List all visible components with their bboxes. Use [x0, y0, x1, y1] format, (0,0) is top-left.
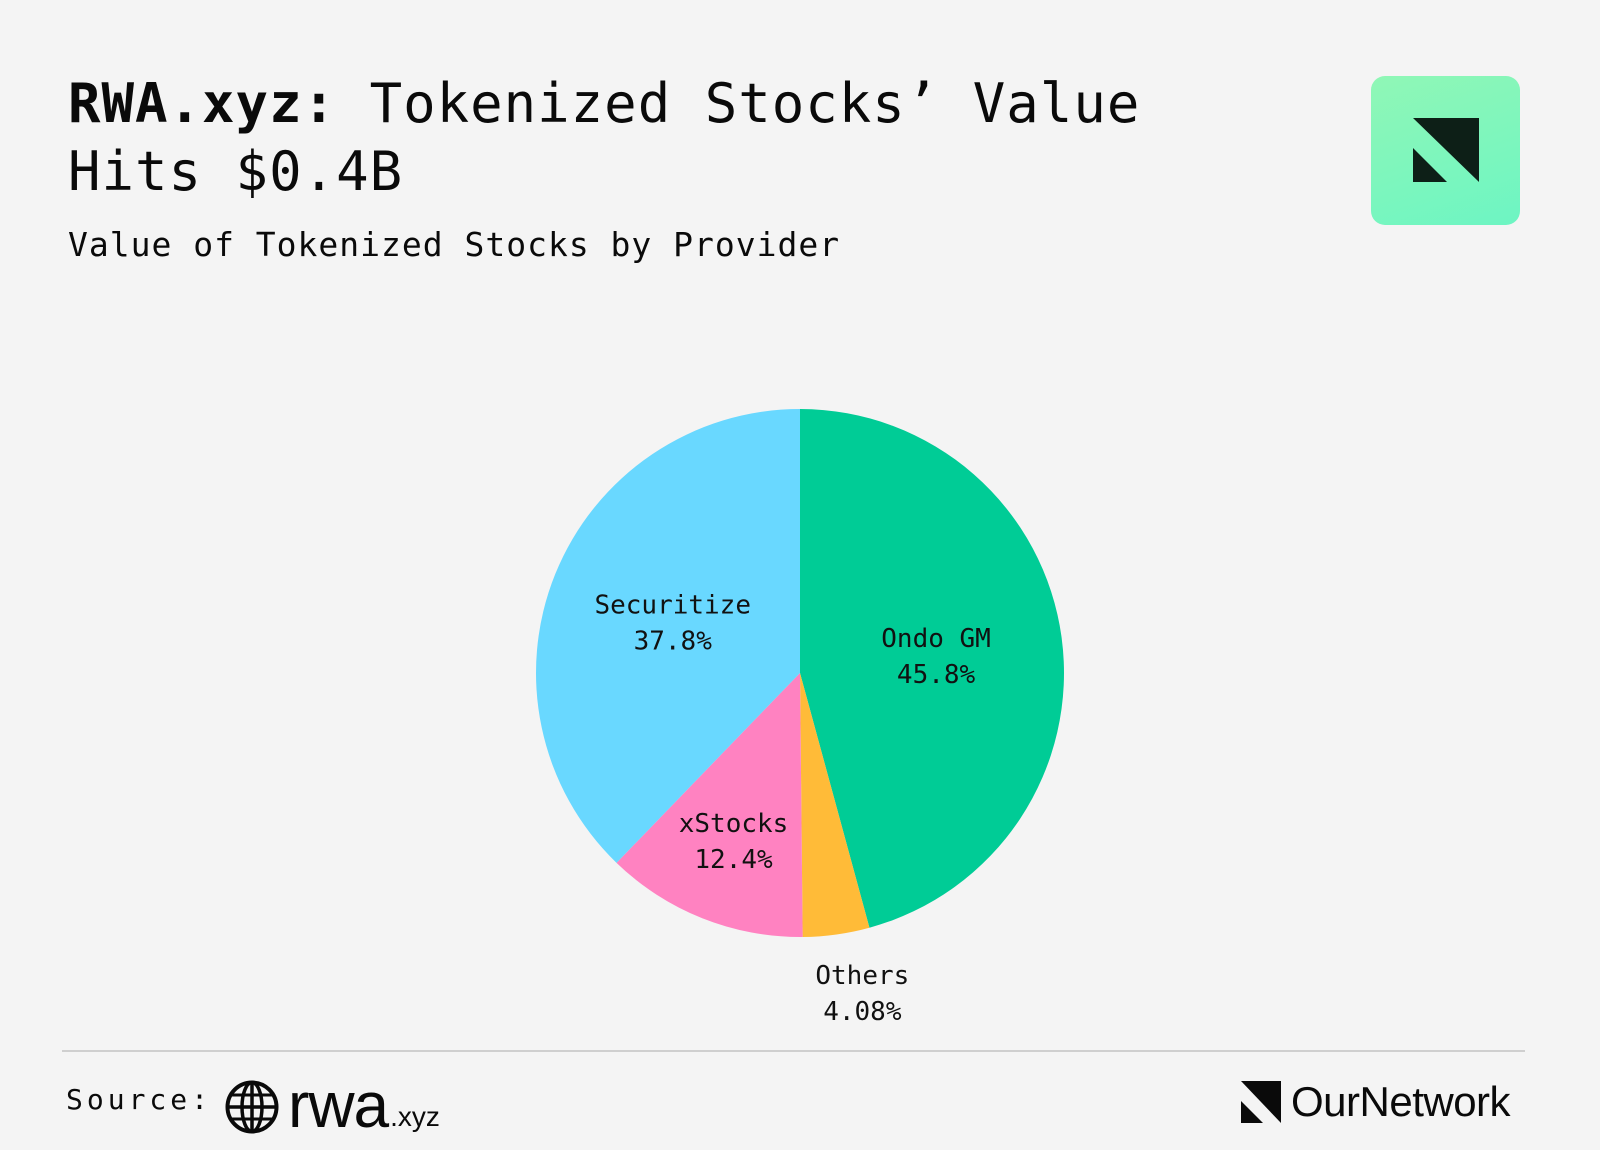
ournetwork-mark-icon	[1413, 118, 1479, 182]
globe-icon	[225, 1080, 279, 1134]
title-brand: RWA.xyz:	[68, 72, 337, 135]
slice-value-xstocks: 12.4%	[694, 845, 773, 875]
slice-label-securitize: Securitize	[594, 591, 751, 621]
slice-label-others: Others	[815, 961, 909, 991]
ournetwork-footer-mark-icon	[1241, 1081, 1281, 1123]
ournetwork-logo-tile	[1371, 76, 1520, 225]
ournetwork-wordmark: OurNetwork	[1291, 1078, 1511, 1125]
slice-label-xstocks: xStocks	[679, 809, 789, 839]
source-label: Source:	[66, 1083, 213, 1116]
rwa-wordmark: rwa	[288, 1069, 389, 1141]
slice-value-others: 4.08%	[823, 997, 902, 1027]
slice-value-ondo-gm: 45.8%	[897, 660, 976, 690]
chart-subtitle: Value of Tokenized Stocks by Provider	[68, 225, 841, 264]
pie-slice-others	[800, 673, 870, 937]
pie-slice-ondo-gm	[800, 409, 1064, 928]
slice-value-securitize: 37.8%	[634, 627, 713, 657]
title-text: Tokenized Stocks’ Value Hits $0.4B	[68, 72, 1141, 203]
pie-chart: Ondo GM 45.8% Others 4.08% xStocks 12.4% Secur…	[535, 409, 1064, 1027]
slice-label-ondo-gm: Ondo GM	[881, 624, 991, 654]
footer-divider	[62, 1050, 1525, 1052]
pie-slice-xstocks	[616, 673, 803, 937]
ournetwork-footer-logo: OurNetwork	[1241, 1078, 1511, 1126]
chart-title: RWA.xyz: Tokenized Stocks’ Value Hits $0…	[68, 70, 1268, 206]
rwa-logo: rwa .xyz	[224, 1069, 440, 1141]
pie-slice-securitize	[535, 409, 800, 863]
rwa-wordmark-tld: .xyz	[390, 1101, 440, 1132]
